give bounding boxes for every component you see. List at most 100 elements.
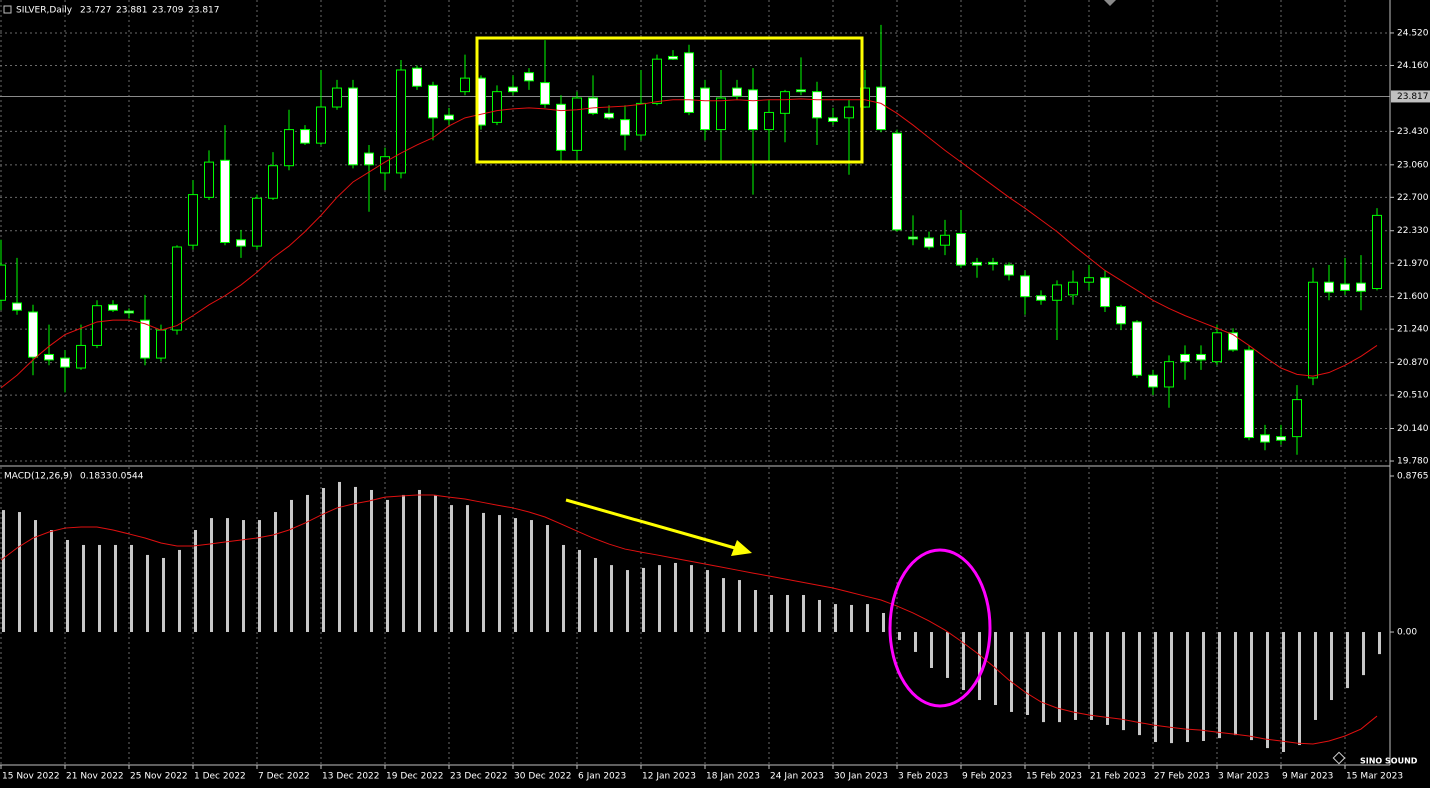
macd-bar	[2, 510, 5, 633]
arrow-head	[731, 540, 752, 556]
candle-body	[92, 305, 102, 346]
y-tick-label: 21.600	[1397, 292, 1429, 302]
candle-body	[796, 89, 806, 93]
macd-bar	[306, 494, 309, 633]
candle-body	[300, 129, 310, 144]
candle-body	[1228, 332, 1238, 351]
annotations	[475, 36, 992, 708]
macd-bar	[866, 604, 869, 633]
candle-body	[268, 165, 278, 199]
macd-bar	[1154, 632, 1157, 743]
macd-bar	[370, 489, 373, 633]
highlight-ellipse	[888, 548, 992, 708]
macd-bar	[338, 481, 341, 633]
macd-bar	[82, 544, 85, 633]
macd-bar	[146, 554, 149, 633]
macd-bar	[898, 632, 901, 641]
y-tick-label: 0.8765	[1397, 471, 1429, 481]
macd-bar	[482, 512, 485, 633]
candle-body	[668, 55, 678, 60]
watermark-text: SINO SOUND	[1360, 757, 1418, 766]
macd-bar	[1378, 632, 1381, 655]
candle-body	[1276, 436, 1286, 441]
candle-body	[1196, 353, 1206, 361]
candle-body	[556, 103, 566, 151]
candle-body	[76, 344, 86, 369]
macd-bar	[946, 632, 949, 678]
macd-bar	[162, 557, 165, 633]
y-tick-label: 22.330	[1397, 226, 1429, 236]
candle-body	[780, 91, 790, 114]
macd-bar	[290, 499, 293, 633]
x-tick-label: 7 Dec 2022	[258, 772, 310, 782]
x-tick-label: 21 Feb 2023	[1090, 772, 1146, 782]
macd-bar	[786, 594, 789, 633]
macd-bar	[1314, 632, 1317, 720]
candle-body	[908, 236, 918, 240]
macd-bar	[690, 565, 693, 633]
candle-body	[716, 97, 726, 131]
y-tick-label: 23.060	[1397, 160, 1429, 170]
candle-body	[812, 91, 822, 119]
header-low: 23.709	[152, 6, 184, 16]
candle-body	[140, 319, 150, 359]
macd-bar	[274, 512, 277, 633]
candle-body	[1084, 277, 1094, 283]
macd-bar	[354, 486, 357, 633]
candle-body	[364, 152, 374, 166]
candle-body	[252, 197, 262, 247]
candle-body	[732, 87, 742, 97]
candle-body	[460, 77, 470, 93]
macd-bar	[930, 632, 933, 668]
candle-body	[1100, 277, 1110, 308]
x-tick-label: 15 Mar 2023	[1346, 772, 1403, 782]
candle-body	[492, 91, 502, 123]
header: SILVER,Daily 23.727 23.881 23.709 23.817…	[3, 5, 220, 482]
macd-bar	[1042, 632, 1045, 723]
signal-line	[0, 494, 1378, 745]
x-tick-label: 23 Dec 2022	[450, 772, 508, 782]
candle-body	[108, 304, 118, 311]
macd-bar	[258, 520, 261, 633]
candle-body	[28, 311, 38, 358]
candle-body	[508, 86, 518, 93]
macd-bar	[178, 549, 181, 633]
candle-body	[1212, 332, 1222, 363]
macd-bar	[754, 590, 757, 633]
x-tick-label: 30 Dec 2022	[514, 772, 572, 782]
candle-body	[220, 159, 230, 243]
x-tick-label: 9 Mar 2023	[1282, 772, 1333, 782]
macd-bar	[1026, 632, 1029, 715]
macd-bar	[194, 530, 197, 633]
macd-bar	[1330, 632, 1333, 701]
macd-bar	[386, 499, 389, 633]
x-tick-label: 1 Dec 2022	[194, 772, 246, 782]
macd-bar	[1170, 632, 1173, 744]
x-tick-label: 3 Feb 2023	[898, 772, 948, 782]
candle-body	[1292, 399, 1302, 438]
macd-bar	[1074, 632, 1077, 720]
macd-bar	[466, 505, 469, 633]
macd-bar	[450, 505, 453, 633]
macd-bar	[546, 525, 549, 633]
candle-body	[188, 194, 198, 246]
candle-body	[1052, 284, 1062, 301]
macd-bar	[770, 594, 773, 633]
candle-body	[924, 237, 934, 248]
macd-bar	[98, 544, 101, 633]
y-tick-label: 20.140	[1397, 424, 1429, 434]
header-high: 23.881	[116, 6, 148, 16]
macd-bar	[1298, 632, 1301, 746]
candle-body	[348, 87, 358, 166]
macd-bar	[1282, 632, 1285, 753]
x-tick-label: 25 Nov 2022	[130, 772, 188, 782]
macd-panel	[0, 467, 1381, 765]
candle-body	[444, 114, 454, 121]
candle-body	[892, 132, 902, 231]
candle-body	[1004, 264, 1014, 276]
macd-bar	[1234, 632, 1237, 736]
macd-bar	[50, 530, 53, 633]
candle-body	[1036, 295, 1046, 301]
candle-body	[1308, 281, 1318, 379]
macd-bar	[114, 544, 117, 633]
